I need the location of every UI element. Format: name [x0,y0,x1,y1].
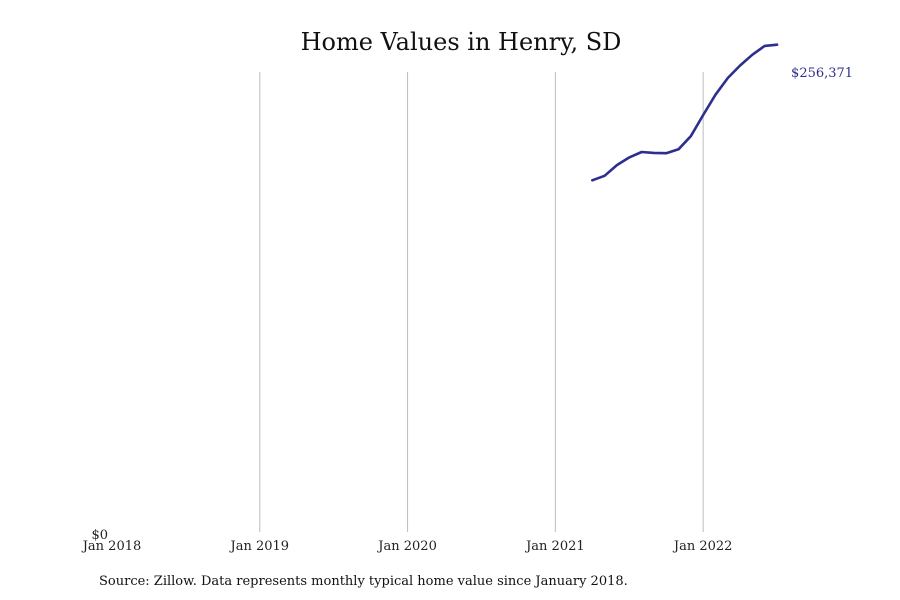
x-tick-label: Jan 2018 [81,539,142,554]
x-tick-label: Jan 2020 [376,539,437,554]
x-tick-label: Jan 2019 [229,539,290,554]
y-tick-label: $0 [91,528,108,543]
x-tick-label: Jan 2021 [524,539,585,554]
source-note: Source: Zillow. Data represents monthly … [99,574,628,589]
x-tick-label: Jan 2022 [672,539,733,554]
series-line [591,43,779,182]
x-tick-layer: Jan 2018 Jan 2019 Jan 2020 Jan 2021 Jan 2022 [81,539,733,554]
chart-title: Home Values in Henry, SD [301,28,622,56]
grid-layer [259,72,704,532]
end-value-label: $256,371 [791,66,853,81]
